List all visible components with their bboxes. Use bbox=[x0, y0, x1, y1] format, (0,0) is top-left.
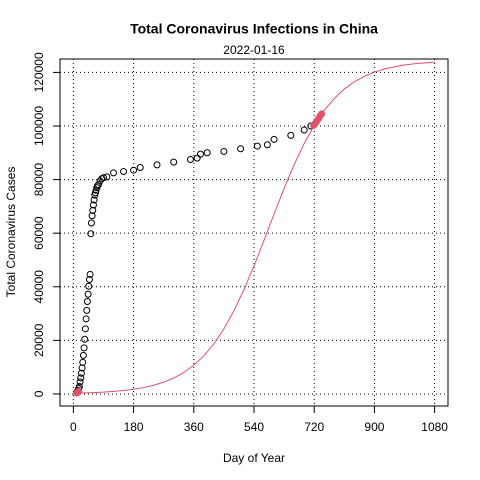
data-point bbox=[87, 230, 95, 238]
data-point bbox=[196, 150, 204, 158]
data-point bbox=[120, 168, 128, 176]
fit-curve bbox=[73, 61, 435, 394]
data-point bbox=[82, 315, 90, 323]
data-point bbox=[270, 135, 278, 143]
y-tick-label: 0 bbox=[32, 390, 46, 397]
data-point bbox=[220, 147, 228, 155]
x-axis-label: Day of Year bbox=[223, 451, 285, 465]
chart-subtitle: 2022-01-16 bbox=[223, 43, 285, 57]
y-tick-label: 120000 bbox=[32, 52, 46, 92]
data-point bbox=[81, 325, 89, 333]
data-point bbox=[79, 358, 87, 366]
data-point bbox=[287, 131, 295, 139]
data-point bbox=[77, 369, 85, 377]
data-point bbox=[130, 166, 138, 174]
data-point bbox=[88, 212, 96, 220]
data-point bbox=[170, 158, 178, 166]
x-tick-label: 360 bbox=[184, 420, 204, 434]
data-point bbox=[79, 351, 87, 359]
data-point bbox=[76, 378, 84, 386]
data-point bbox=[237, 145, 245, 153]
data-point bbox=[186, 155, 194, 163]
plot-frame bbox=[59, 58, 449, 407]
data-point bbox=[89, 201, 97, 209]
data-point bbox=[83, 297, 91, 305]
data-point bbox=[94, 181, 102, 189]
x-tick-label: 900 bbox=[364, 420, 384, 434]
data-point bbox=[203, 149, 211, 157]
data-point bbox=[136, 164, 144, 172]
y-tick-label: 100000 bbox=[32, 106, 46, 146]
y-tick-label: 20000 bbox=[32, 323, 46, 357]
x-tick-label: 180 bbox=[124, 420, 144, 434]
y-tick-label: 80000 bbox=[32, 163, 46, 197]
data-point bbox=[84, 290, 92, 298]
data-point bbox=[110, 169, 118, 177]
data-point bbox=[90, 196, 98, 204]
x-tick-label: 1080 bbox=[421, 420, 448, 434]
data-point bbox=[81, 335, 89, 343]
data-point bbox=[89, 206, 97, 214]
x-tick-label: 0 bbox=[70, 420, 77, 434]
data-point bbox=[83, 306, 91, 314]
data-point bbox=[253, 142, 261, 150]
data-point bbox=[300, 126, 308, 134]
data-point bbox=[85, 282, 93, 290]
data-point bbox=[77, 374, 85, 382]
data-point bbox=[263, 141, 271, 149]
data-point bbox=[92, 186, 100, 194]
data-point bbox=[99, 174, 107, 182]
y-tick-label: 40000 bbox=[32, 270, 46, 304]
data-point bbox=[85, 276, 93, 284]
x-tick-label: 720 bbox=[304, 420, 324, 434]
y-tick-label: 60000 bbox=[32, 216, 46, 250]
y-axis-label: Total Coronavirus Cases bbox=[4, 167, 18, 298]
data-point bbox=[87, 219, 95, 227]
chart-title: Total Coronavirus Infections in China bbox=[130, 21, 378, 37]
data-point bbox=[86, 270, 94, 278]
data-point bbox=[80, 344, 88, 352]
data-point bbox=[103, 173, 111, 181]
data-point bbox=[153, 161, 161, 169]
x-tick-label: 540 bbox=[244, 420, 264, 434]
data-point bbox=[193, 154, 201, 162]
